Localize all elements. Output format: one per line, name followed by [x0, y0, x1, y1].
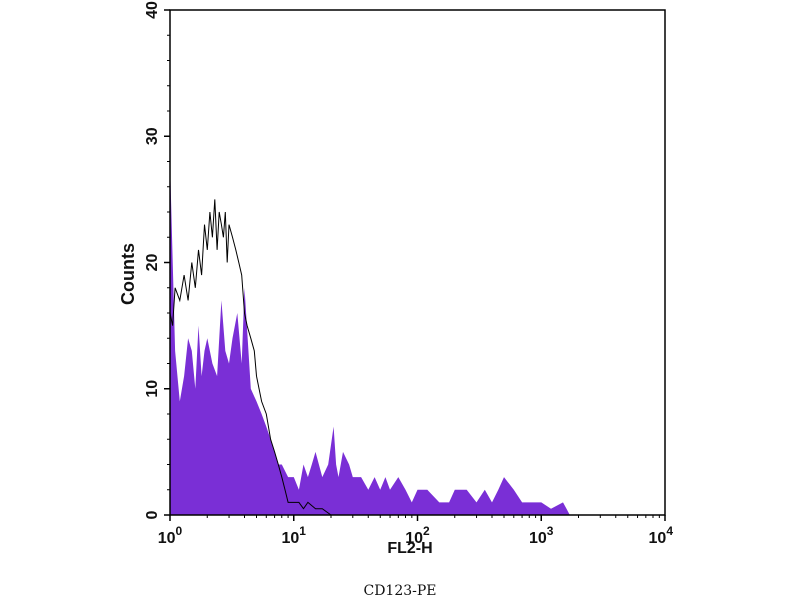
- x-axis-label: FL2-H: [387, 540, 433, 557]
- series-layer: [169, 161, 665, 516]
- x-tick-label: 103: [529, 524, 554, 547]
- ticks-layer: 0 10 20 30 40 100 101 102 103 104: [144, 1, 673, 547]
- plot-frame: [169, 9, 666, 516]
- x-tick-label: 104: [649, 524, 674, 547]
- y-tick-label: 20: [144, 254, 161, 272]
- y-tick-label: 40: [144, 1, 161, 19]
- y-tick-label: 10: [144, 380, 161, 398]
- histogram-series-filled: [170, 161, 665, 515]
- histogram-series-outline: [169, 199, 353, 516]
- x-tick-label: 102: [405, 524, 430, 547]
- y-tick-label: 0: [144, 510, 161, 519]
- x-tick-label: 101: [282, 524, 307, 547]
- y-axis-label: Counts: [118, 243, 138, 305]
- figure-caption: CD123-PE: [363, 583, 437, 599]
- y-tick-label: 30: [144, 127, 161, 145]
- x-tick-label: 100: [158, 524, 183, 547]
